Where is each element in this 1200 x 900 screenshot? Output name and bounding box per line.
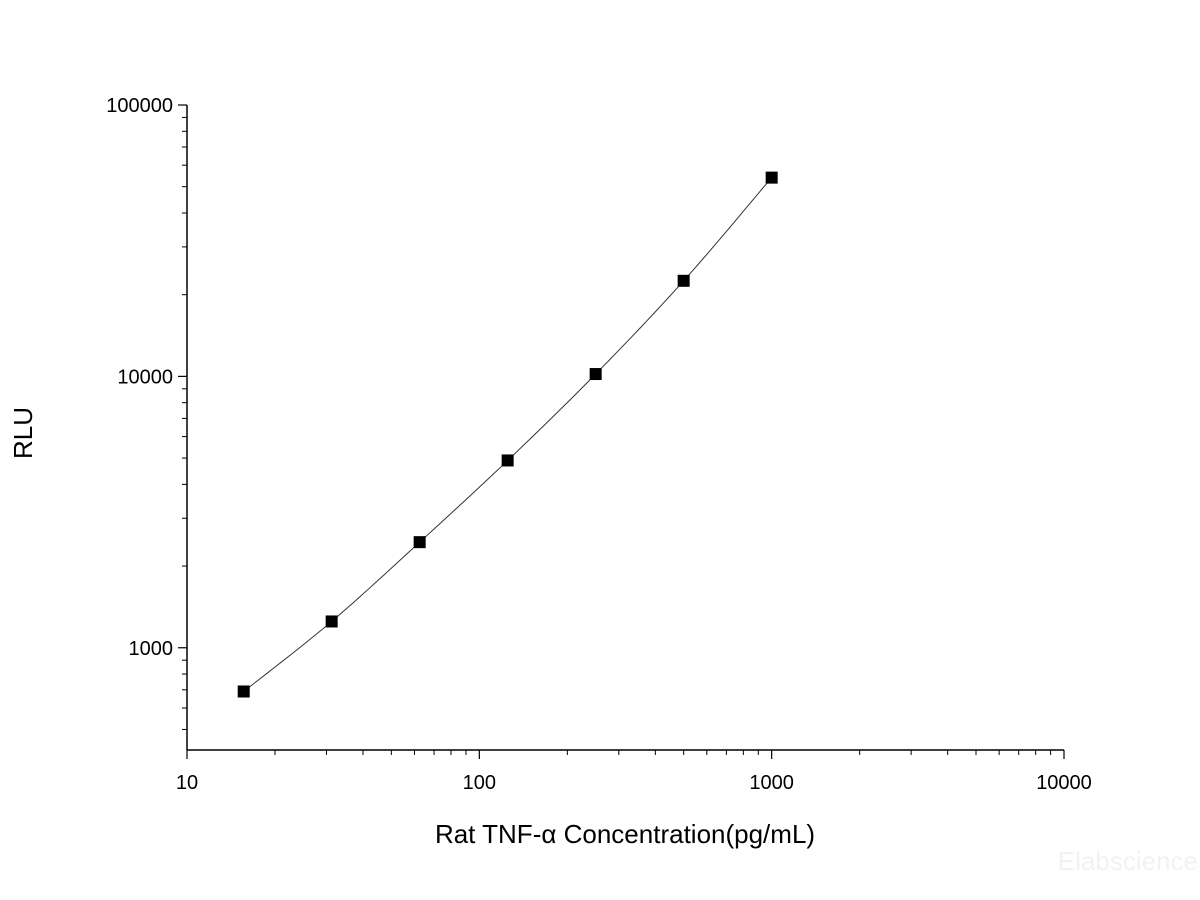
data-point [325,615,338,628]
x-tick-label: 100 [463,772,496,794]
y-axis-title: RLU [8,407,38,459]
data-point [237,685,250,698]
x-tick-label: 1000 [749,772,794,794]
data-point [501,454,514,467]
y-tick-label: 10000 [117,366,173,388]
data-point [765,171,778,184]
axes [186,105,1064,751]
fit-curve [243,177,773,692]
ticks [178,104,1065,759]
data-point [677,274,690,287]
x-tick-label: 10 [176,772,198,794]
x-tick-label: 10000 [1036,772,1092,794]
x-axis-title: Rat TNF-α Concentration(pg/mL) [435,819,815,849]
data-point [413,536,426,549]
tick-labels: 10 100 1000 10000 1000 10000 100000 [106,95,1092,794]
watermark-text: Elabscience [1058,846,1198,876]
y-tick-label: 1000 [129,638,174,660]
data-points [237,171,778,698]
y-tick-label: 100000 [106,95,173,117]
data-point [589,368,602,381]
